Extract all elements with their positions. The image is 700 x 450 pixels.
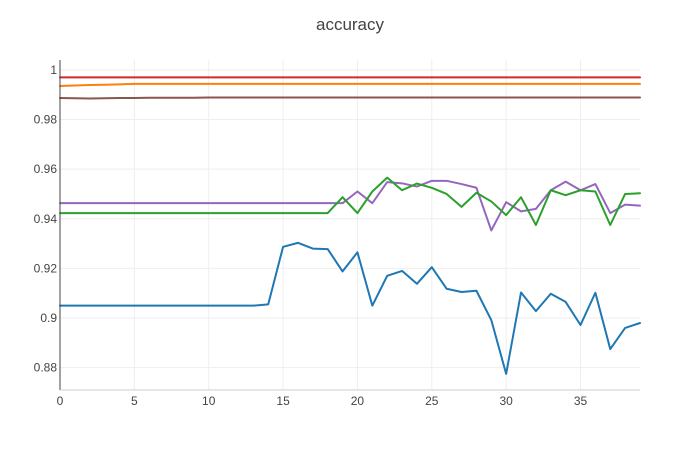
x-tick-label: 30 — [499, 394, 513, 408]
x-tick-label: 5 — [131, 394, 138, 408]
series-line-6 — [59, 241, 641, 375]
tick-labels: 0 5 10 15 20 25 30 35 0.88 0.9 0.92 0.94 0.96 0.98 1 — [34, 63, 588, 408]
series-line-2 — [59, 82, 641, 88]
grid-lines — [60, 60, 640, 390]
x-tick-label: 0 — [57, 394, 64, 408]
y-tick-label: 0.92 — [34, 261, 58, 275]
chart-title: accuracy — [316, 15, 385, 34]
x-tick-label: 15 — [276, 394, 290, 408]
x-tick-label: 10 — [202, 394, 216, 408]
x-tick-label: 35 — [574, 394, 588, 408]
y-tick-label: 0.94 — [34, 212, 58, 226]
x-tick-label: 20 — [351, 394, 365, 408]
series-line-4 — [59, 179, 641, 232]
series-line-3 — [59, 96, 641, 100]
y-tick-label: 0.9 — [40, 311, 57, 325]
y-tick-label: 0.98 — [34, 113, 58, 127]
y-tick-label: 0.88 — [34, 361, 58, 375]
y-tick-label: 1 — [50, 63, 57, 77]
y-tick-label: 0.96 — [34, 162, 58, 176]
x-tick-label: 25 — [425, 394, 439, 408]
series-line-5 — [59, 176, 641, 226]
axes — [59, 60, 640, 391]
series-lines — [59, 76, 641, 375]
